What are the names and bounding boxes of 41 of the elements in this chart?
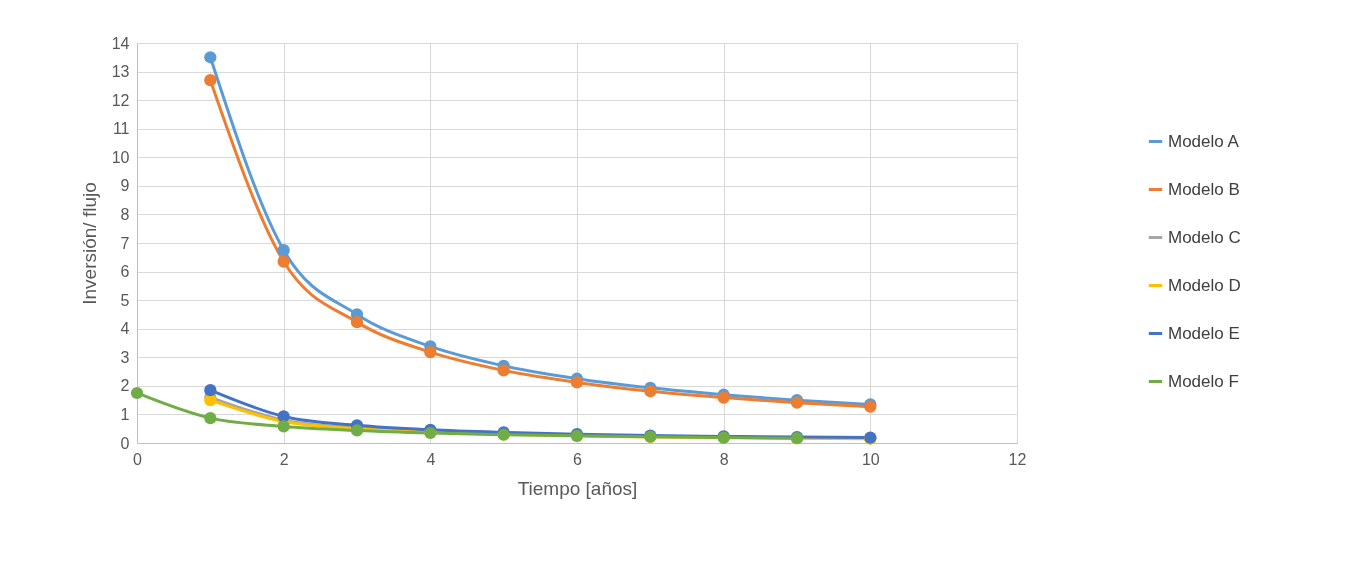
y-tick-label: 7 [120, 234, 130, 252]
point [277, 244, 290, 257]
y-tick-label: 5 [120, 291, 130, 309]
point [204, 51, 217, 64]
x-tick-label: 0 [133, 450, 143, 468]
legend-label: Modelo B [1168, 179, 1240, 199]
y-tick-label: 14 [111, 34, 130, 52]
y-tick-label: 1 [120, 405, 130, 423]
y-tick-label: 13 [111, 63, 130, 81]
legend-label: Modelo D [1168, 275, 1241, 295]
point [204, 74, 217, 87]
y-tick-label: 6 [120, 263, 130, 281]
x-tick-label: 2 [279, 450, 289, 468]
legend-label: Modelo E [1168, 323, 1240, 343]
point [570, 376, 584, 389]
x-tick-label: 4 [426, 450, 436, 468]
x-tick-label: 12 [1008, 450, 1027, 468]
legend-label: Modelo A [1168, 131, 1240, 151]
y-axis-title: Inversión/ flujo [78, 182, 100, 305]
y-tick-label: 3 [120, 348, 130, 366]
x-tick-label: 8 [719, 450, 729, 468]
x-tick-label: 10 [861, 450, 880, 468]
point [204, 412, 217, 425]
point [497, 364, 510, 377]
y-tick-label: 2 [120, 377, 130, 395]
y-tick-label: 12 [111, 91, 130, 109]
x-tick-label: 6 [573, 450, 583, 468]
y-tick-label: 11 [112, 120, 130, 138]
y-tick-label: 10 [111, 148, 130, 166]
point [644, 385, 657, 398]
point [424, 346, 437, 359]
y-tick-label: 4 [120, 320, 130, 338]
point [277, 255, 290, 268]
y-tick-label: 9 [120, 177, 130, 195]
y-tick-label: 0 [120, 434, 130, 452]
point [130, 386, 144, 400]
y-tick-label: 8 [120, 205, 130, 223]
legend-label: Modelo F [1168, 371, 1239, 391]
legend-label: Modelo C [1168, 227, 1241, 247]
point [350, 316, 364, 329]
x-axis-title: Tiempo [años] [517, 477, 638, 499]
